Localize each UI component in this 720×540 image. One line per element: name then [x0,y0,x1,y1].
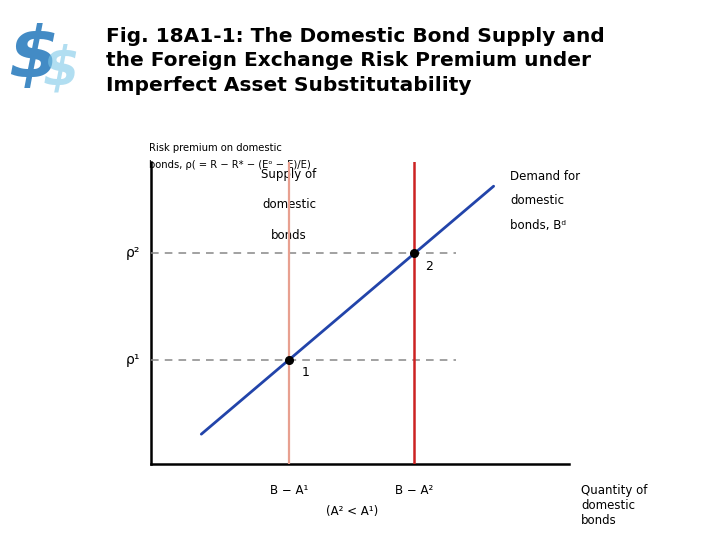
Text: bonds, ρ( = R − R* − (Eᵒ − E)/E): bonds, ρ( = R − R* − (Eᵒ − E)/E) [149,159,311,170]
Text: B − A²: B − A² [395,484,433,497]
Text: Risk premium on domestic: Risk premium on domestic [149,143,282,153]
Text: Fig. 18A1-1: The Domestic Bond Supply and
the Foreign Exchange Risk Premium unde: Fig. 18A1-1: The Domestic Bond Supply an… [106,27,605,94]
Text: 18-56: 18-56 [675,516,709,529]
Text: 2: 2 [425,260,433,273]
Text: bonds: bonds [271,228,307,241]
Text: (A² < A¹): (A² < A¹) [325,505,378,518]
Text: domestic: domestic [510,194,564,207]
Text: 1: 1 [302,367,310,380]
Text: $: $ [42,44,79,96]
Text: Quantity of
domestic
bonds: Quantity of domestic bonds [581,484,648,527]
Text: ρ¹: ρ¹ [125,353,140,367]
Text: bonds, Bᵈ: bonds, Bᵈ [510,219,567,232]
Text: Demand for: Demand for [510,170,580,183]
Text: Copyright © 2015 Pearson Education, Inc. All rights reserved.: Copyright © 2015 Pearson Education, Inc.… [11,516,376,529]
Text: B − A¹: B − A¹ [270,484,308,497]
Text: $: $ [8,23,58,92]
Text: domestic: domestic [262,198,316,211]
Text: Supply of: Supply of [261,168,317,181]
Text: ρ²: ρ² [126,246,140,260]
